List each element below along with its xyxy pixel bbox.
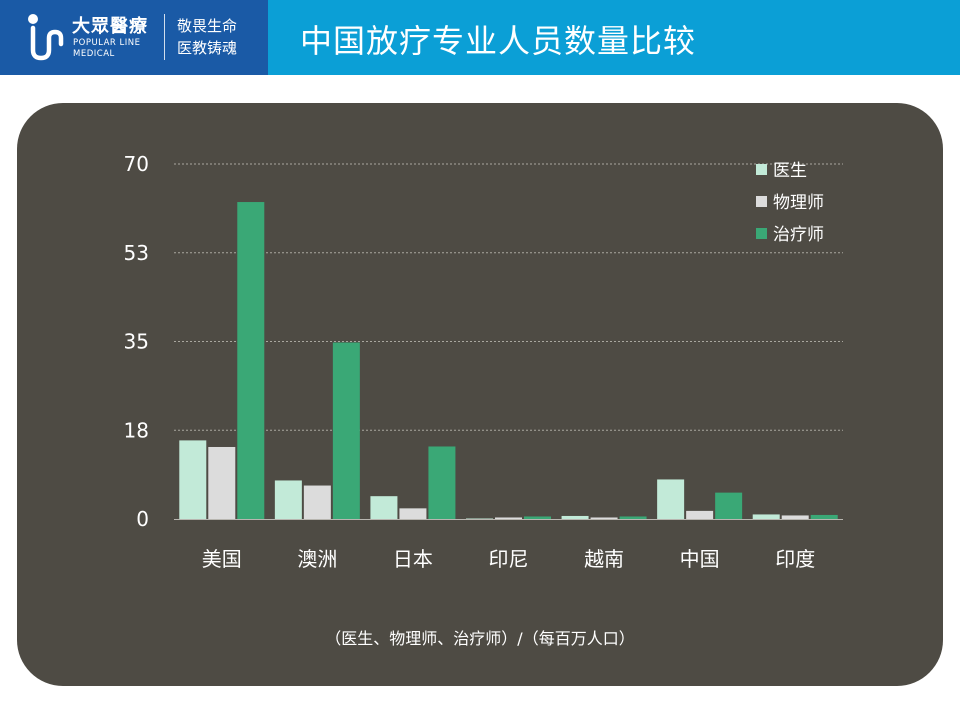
bar-1-5 (561, 515, 589, 519)
bar-2-7 (781, 515, 809, 519)
bar-1-4 (466, 518, 493, 520)
bar-1-6 (657, 479, 685, 519)
slogan: 敬畏生命 医教铸魂 (177, 15, 237, 59)
chart-panel (17, 103, 943, 686)
legend-swatch (756, 196, 767, 207)
bar-1-7 (752, 514, 780, 519)
x-tick-label: 美国 (202, 547, 242, 571)
logo-text-en-line2: MEDICAL (73, 49, 115, 59)
logo-text-en: POPULAR LINE MEDICAL (73, 38, 141, 60)
bar-3-2 (332, 342, 360, 519)
logo-icon (28, 14, 64, 61)
y-tick-label: 0 (136, 507, 149, 531)
logo-text-cn: 大眾醫療 (72, 16, 148, 37)
bar-3-5 (619, 516, 647, 519)
y-tick-label: 53 (124, 241, 149, 265)
bar-1-2 (274, 480, 302, 519)
bar-3-7 (810, 514, 838, 519)
legend-label: 物理师 (773, 193, 824, 213)
x-tick-label: 中国 (680, 547, 720, 571)
x-axis-ticks: 美国 澳洲 日本 印尼 越南 中国 印度 (202, 547, 815, 571)
y-tick-label: 35 (124, 330, 149, 354)
bar-3-4 (524, 516, 551, 519)
logo-divider (164, 14, 165, 60)
bar-2-5 (590, 517, 618, 519)
y-axis-ticks: 0 18 35 53 70 (124, 152, 149, 531)
y-tick-label: 18 (124, 418, 149, 442)
header-bar: 大眾醫療 POPULAR LINE MEDICAL 敬畏生命 医教铸魂 中国放疗… (0, 0, 960, 75)
slogan-line2: 医教铸魂 (177, 39, 238, 57)
bar-3-1 (237, 202, 265, 519)
bar-2-4 (495, 517, 522, 519)
slogan-line1: 敬畏生命 (177, 17, 238, 35)
legend-swatch (756, 164, 767, 175)
logo-box: 大眾醫療 POPULAR LINE MEDICAL 敬畏生命 医教铸魂 (0, 0, 268, 75)
y-tick-label: 70 (124, 152, 149, 176)
x-tick-label: 印度 (775, 547, 815, 571)
bar-2-6 (686, 510, 714, 519)
bar-2-2 (303, 485, 331, 519)
x-tick-label: 日本 (393, 547, 433, 571)
legend-label: 医生 (773, 161, 807, 181)
x-tick-label: 越南 (584, 547, 624, 571)
chart-bars (179, 202, 838, 520)
x-tick-label: 澳洲 (297, 547, 337, 571)
bar-2-1 (208, 446, 236, 519)
legend-label: 治疗师 (773, 225, 824, 245)
chart-gridlines (174, 163, 843, 431)
bar-2-3 (399, 508, 427, 519)
bar-3-6 (715, 492, 743, 519)
bar-1-1 (179, 440, 207, 519)
legend-swatch (756, 228, 767, 239)
bar-1-3 (370, 496, 398, 519)
logo-text-en-line1: POPULAR LINE (73, 38, 141, 48)
bar-3-3 (428, 446, 456, 519)
chart-note: （医生、物理师、治疗师）/（每百万人口） (325, 629, 634, 648)
x-tick-label: 印尼 (489, 547, 529, 571)
page-title: 中国放疗专业人员数量比较 (300, 22, 697, 60)
